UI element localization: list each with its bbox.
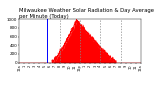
Text: Milwaukee Weather Solar Radiation & Day Average per Minute (Today): Milwaukee Weather Solar Radiation & Day …	[19, 8, 154, 19]
